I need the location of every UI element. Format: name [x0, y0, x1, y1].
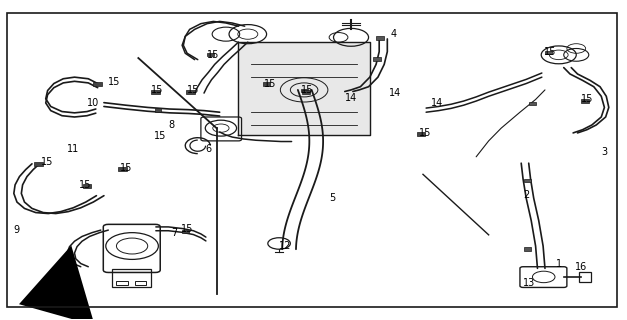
Bar: [376, 36, 384, 40]
Bar: [112, 269, 151, 287]
Bar: [182, 230, 189, 233]
Text: 15: 15: [544, 47, 556, 57]
Polygon shape: [238, 42, 370, 134]
Text: 8: 8: [169, 120, 174, 130]
Bar: [417, 132, 426, 136]
Bar: [302, 90, 310, 94]
Text: 15: 15: [154, 131, 166, 141]
Bar: [135, 281, 147, 285]
Bar: [545, 51, 552, 54]
Text: 15: 15: [79, 180, 92, 190]
Bar: [529, 102, 535, 105]
Text: 9: 9: [13, 225, 19, 235]
Bar: [207, 53, 214, 56]
Text: 15: 15: [207, 50, 219, 60]
Text: 4: 4: [391, 29, 397, 39]
Text: 16: 16: [575, 262, 587, 272]
Text: FR.: FR.: [43, 285, 64, 295]
Text: 2: 2: [523, 190, 529, 200]
Bar: [83, 184, 92, 188]
Text: 15: 15: [581, 94, 594, 104]
Text: 15: 15: [108, 77, 121, 87]
Text: 15: 15: [41, 156, 54, 167]
Text: 15: 15: [181, 223, 193, 234]
Text: 1: 1: [556, 259, 562, 268]
Text: 5: 5: [329, 193, 335, 203]
Bar: [301, 89, 308, 92]
Bar: [263, 82, 270, 86]
Text: 6: 6: [205, 144, 211, 154]
Bar: [581, 99, 589, 103]
Bar: [119, 167, 127, 171]
Text: 15: 15: [120, 163, 132, 173]
Bar: [186, 90, 194, 94]
Bar: [579, 272, 591, 282]
Bar: [93, 82, 102, 86]
Text: 15: 15: [419, 128, 431, 138]
Text: 15: 15: [187, 85, 199, 95]
FancyArrowPatch shape: [19, 245, 95, 320]
Bar: [373, 57, 381, 61]
Text: 15: 15: [263, 78, 276, 89]
Text: 11: 11: [66, 144, 79, 154]
Bar: [524, 179, 530, 182]
Bar: [34, 162, 43, 166]
Text: 15: 15: [301, 85, 314, 95]
Bar: [155, 108, 162, 112]
Text: 14: 14: [431, 98, 443, 108]
Text: 10: 10: [87, 98, 100, 108]
Bar: [152, 90, 161, 94]
Text: 14: 14: [389, 88, 401, 98]
Text: 7: 7: [172, 228, 177, 238]
Text: 12: 12: [279, 241, 292, 251]
Text: 3: 3: [601, 147, 608, 157]
Bar: [117, 281, 128, 285]
Text: 14: 14: [345, 93, 357, 103]
Bar: [524, 247, 530, 251]
Text: 13: 13: [523, 278, 535, 288]
Text: 15: 15: [151, 85, 163, 95]
